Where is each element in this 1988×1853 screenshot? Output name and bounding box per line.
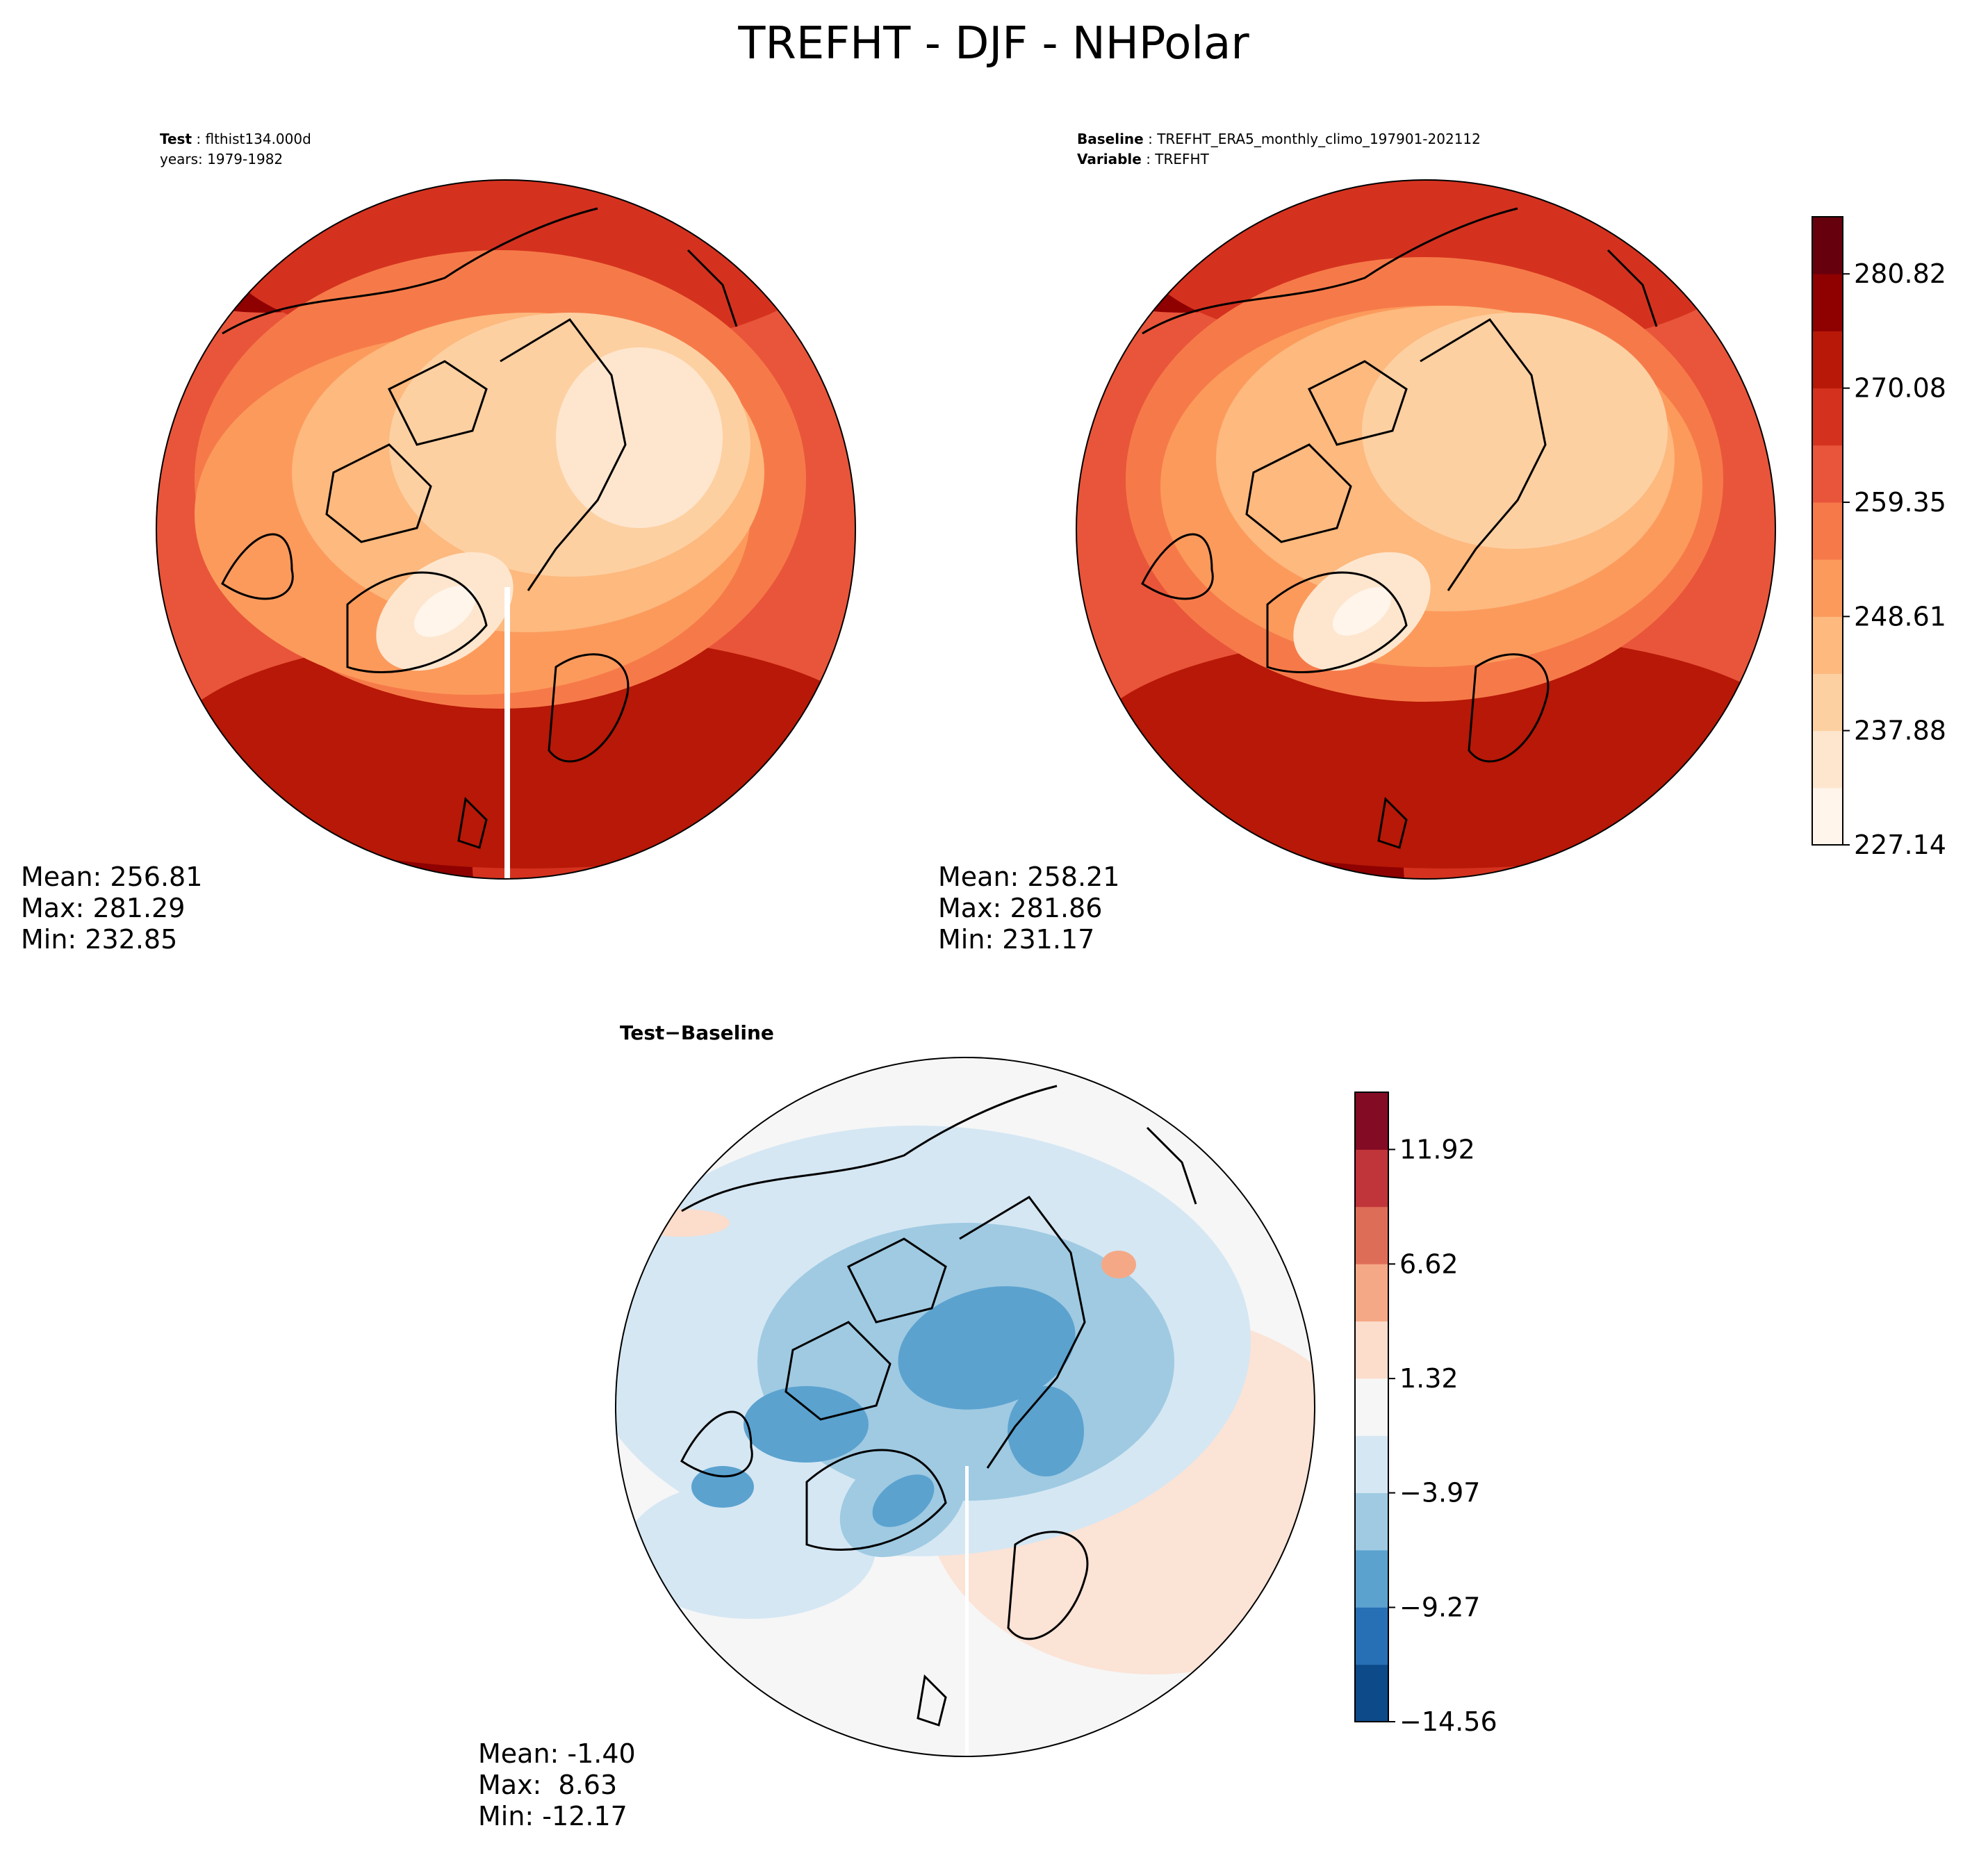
- colorbar-tick-label: 280.82: [1854, 258, 1946, 289]
- colorbar-segment: [1812, 787, 1843, 846]
- baseline-stats: Mean: 258.21 Max: 281.86 Min: 231.17: [938, 862, 1119, 955]
- colorbar-segment: [1355, 1435, 1388, 1494]
- test-stats: Mean: 256.81 Max: 281.29 Min: 232.85: [21, 862, 202, 955]
- colorbar-segment: [1355, 1607, 1388, 1665]
- colorbar-segment: [1355, 1206, 1388, 1265]
- test-label: Test: [160, 131, 192, 147]
- svg-text:Variable : TREFHT: Variable : TREFHT: [1077, 151, 1210, 167]
- diff-title-right: Baseline: [681, 1021, 774, 1044]
- svg-text:Test : flthist134.000d: Test : flthist134.000d: [160, 131, 311, 147]
- colorbar-segment: [1812, 331, 1843, 389]
- colorbar-tick-label: −3.97: [1399, 1478, 1480, 1508]
- baseline-min: Min: 231.17: [938, 924, 1094, 955]
- colorbar-segment: [1812, 559, 1843, 617]
- test-map: [156, 179, 856, 880]
- temperature-colorbar: 227.14 237.88 248.61 259.35 270.08 280.82: [1812, 216, 1946, 860]
- colorbar-tick-label: 227.14: [1854, 830, 1946, 860]
- colorbar-segment: [1812, 217, 1843, 274]
- diff-max: Max: 8.63: [478, 1770, 617, 1800]
- colorbar-segment: [1355, 1664, 1388, 1722]
- test-years: years: 1979-1982: [160, 151, 283, 167]
- colorbar-segment: [1812, 502, 1843, 560]
- colorbar-tick-label: −9.27: [1399, 1592, 1480, 1622]
- difference-stats: Mean: -1.40 Max: 8.63 Min: -12.17: [478, 1738, 636, 1831]
- diff-title-left: Test: [620, 1021, 664, 1044]
- colorbar-segment: [1355, 1264, 1388, 1321]
- colorbar-segment: [1812, 730, 1843, 789]
- svg-text:Baseline : TREFHT_ERA5_monthly: Baseline : TREFHT_ERA5_monthly_climo_197…: [1077, 131, 1481, 147]
- test-panel-header: Test : flthist134.000d years: 1979-1982: [160, 131, 311, 167]
- colorbar-tick-label: 1.32: [1399, 1363, 1459, 1394]
- colorbar-tick-label: 11.92: [1399, 1134, 1475, 1164]
- colorbar-tick-label: 270.08: [1854, 373, 1946, 404]
- colorbar-segment: [1355, 1492, 1388, 1551]
- baseline-mean: Mean: 258.21: [938, 862, 1119, 892]
- baseline-max: Max: 281.86: [938, 893, 1102, 923]
- baseline-label: Baseline: [1077, 131, 1144, 147]
- colorbar-segment: [1812, 445, 1843, 503]
- baseline-panel-header: Baseline : TREFHT_ERA5_monthly_climo_197…: [1077, 131, 1481, 167]
- colorbar-segment: [1355, 1092, 1388, 1150]
- diff-title-op: −: [664, 1021, 680, 1044]
- variable-label: Variable: [1077, 151, 1142, 167]
- colorbar-segment: [1812, 673, 1843, 732]
- colorbar-segment: [1355, 1149, 1388, 1208]
- baseline-case-name: TREFHT_ERA5_monthly_climo_197901-202112: [1156, 131, 1481, 147]
- colorbar-segment: [1355, 1321, 1388, 1379]
- colorbar-segment: [1812, 274, 1843, 331]
- test-mean: Mean: 256.81: [21, 862, 202, 892]
- colorbar-segment: [1812, 616, 1843, 674]
- diff-min: Min: -12.17: [478, 1801, 627, 1831]
- colorbar-segment: [1812, 388, 1843, 446]
- figure-title: TREFHT - DJF - NHPolar: [737, 18, 1249, 69]
- colorbar-tick-label: 248.61: [1854, 601, 1946, 632]
- colorbar-frame: [1354, 1092, 1389, 1722]
- colorbar-tick-label: −14.56: [1399, 1706, 1497, 1737]
- difference-colorbar: −14.56 −9.27 −3.97 1.32 6.62 11.92: [1354, 1092, 1497, 1737]
- variable-name: TREFHT: [1154, 151, 1209, 167]
- colorbar-tick-label: 237.88: [1854, 716, 1946, 746]
- test-max: Max: 281.29: [21, 893, 185, 923]
- test-case-name: flthist134.000d: [205, 131, 311, 147]
- colorbar-frame: [1812, 216, 1843, 846]
- colorbar-segment: [1355, 1549, 1388, 1608]
- difference-map: [615, 1057, 1315, 1757]
- colorbar-tick-label: 259.35: [1854, 487, 1946, 518]
- svg-text:Test−Baseline: Test−Baseline: [620, 1021, 774, 1044]
- test-min: Min: 232.85: [21, 924, 177, 955]
- colorbar-segment: [1355, 1378, 1388, 1436]
- colorbar-tick-label: 6.62: [1399, 1249, 1459, 1279]
- diff-mean: Mean: -1.40: [478, 1738, 636, 1769]
